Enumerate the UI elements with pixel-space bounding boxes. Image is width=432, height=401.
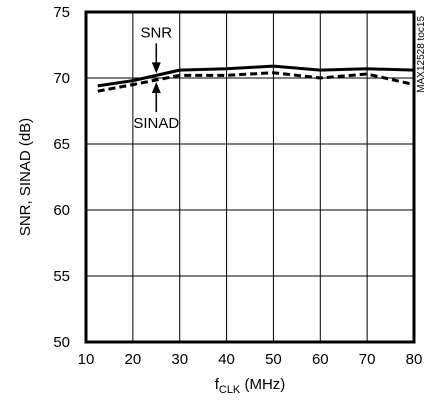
y-axis-title: SNR, SINAD (dB): [17, 118, 34, 236]
x-axis-title: fCLK (MHz): [215, 376, 286, 396]
y-tick-label: 65: [53, 136, 70, 153]
annotation-arrowhead-snr: [151, 62, 161, 74]
x-tick-label: 30: [171, 351, 188, 368]
grid: [86, 12, 414, 342]
x-tick-label: 80: [406, 351, 423, 368]
y-tick-label: 70: [53, 70, 70, 87]
series-group: [97, 64, 415, 93]
x-tick-label: 50: [265, 351, 282, 368]
annotation-label-snr: SNR: [140, 24, 172, 41]
plot-frame: [84, 10, 416, 344]
annotation-arrowhead-sinad: [151, 81, 161, 93]
annotations: SNR SINAD: [133, 24, 179, 132]
x-tick-label: 20: [125, 351, 142, 368]
x-tick-label: 10: [78, 351, 95, 368]
x-axis-title-unit: (MHz): [240, 376, 285, 393]
y-tick-label: 75: [53, 4, 70, 21]
series-line-snr: [97, 64, 415, 88]
y-tick-label: 60: [53, 202, 70, 219]
series-line-sinad: [97, 71, 415, 93]
x-tick-label: 40: [218, 351, 235, 368]
annotation-label-sinad: SINAD: [133, 115, 179, 132]
x-axis-title-subscript: CLK: [219, 384, 241, 396]
x-axis-title-main: f: [215, 376, 220, 393]
y-tick-label: 55: [53, 268, 70, 285]
x-tick-label: 70: [359, 351, 376, 368]
y-tick-labels: 50 55 60 65 70 75: [53, 4, 70, 351]
x-tick-label: 60: [312, 351, 329, 368]
x-tick-labels: 10 20 30 40 50 60 70 80: [78, 351, 423, 368]
figure-code-label: MAX12528 toc15: [416, 16, 427, 93]
y-tick-label: 50: [53, 334, 70, 351]
